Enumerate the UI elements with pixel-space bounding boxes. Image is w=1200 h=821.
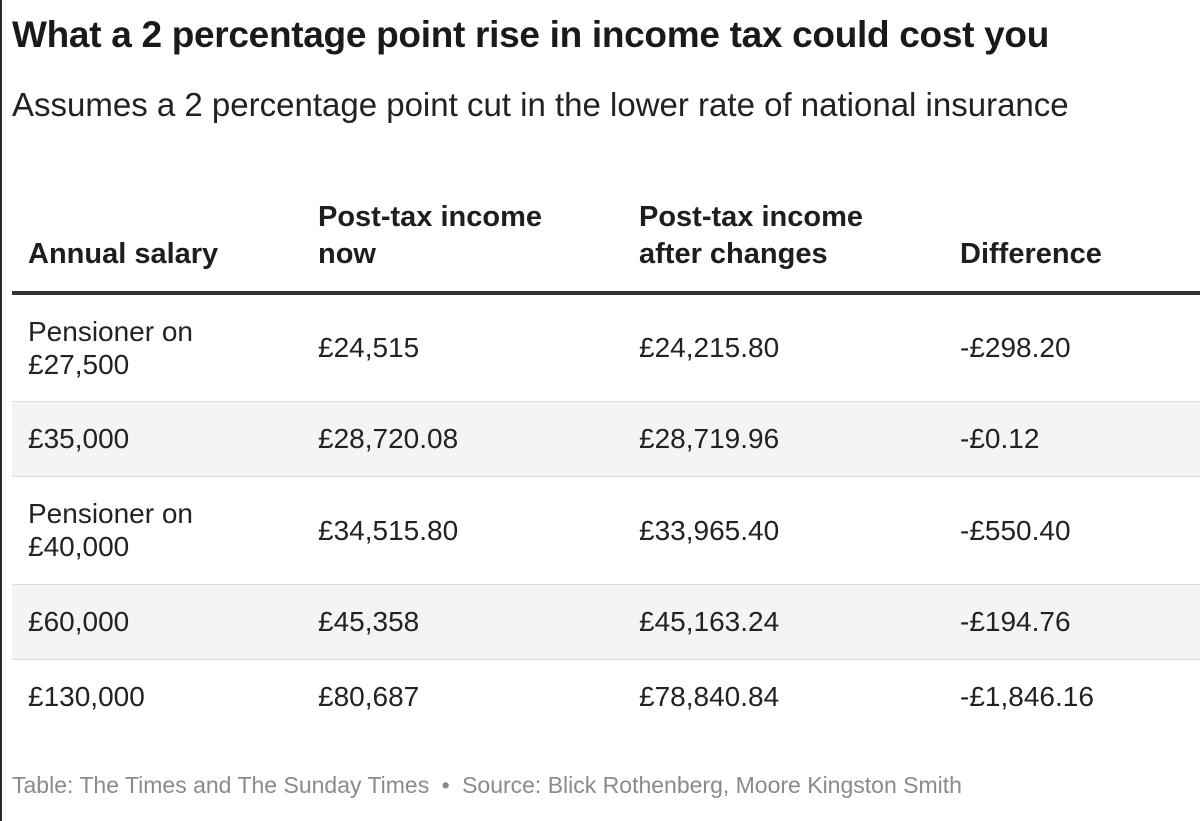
cell-difference: -£298.20 [944,293,1200,402]
cell-annual-salary: £60,000 [12,584,302,660]
table-row: £60,000 £45,358 £45,163.24 -£194.76 [12,584,1200,660]
chart-footer: Table: The Times and The Sunday Times • … [12,772,962,799]
cell-annual-salary: Pensioner on £40,000 [12,476,302,585]
footer-separator: • [441,772,450,798]
cell-post-tax-now: £24,515 [302,293,623,402]
cell-difference: -£550.40 [944,476,1200,585]
column-header-post-tax-after: Post-tax income after changes [623,190,944,295]
cell-difference: -£0.12 [944,401,1200,477]
data-table-container: Annual salary Post-tax income now Post-t… [12,190,1200,734]
column-header-annual-salary: Annual salary [12,190,302,295]
table-row: £130,000 £80,687 £78,840.84 -£1,846.16 [12,659,1200,734]
cell-post-tax-now: £45,358 [302,584,623,660]
cell-annual-salary: £35,000 [12,401,302,477]
table-row: Pensioner on £27,500 £24,515 £24,215.80 … [12,293,1200,402]
column-header-post-tax-now: Post-tax income now [302,190,623,295]
cell-post-tax-after: £28,719.96 [623,401,944,477]
left-border-rule [0,0,2,821]
table-row: £35,000 £28,720.08 £28,719.96 -£0.12 [12,401,1200,477]
cell-annual-salary: Pensioner on £27,500 [12,293,302,402]
cell-post-tax-after: £78,840.84 [639,681,780,713]
cell-post-tax-now: £34,515.80 [302,476,623,585]
table-body: Pensioner on £27,500 £24,515 £24,215.80 … [12,293,1200,734]
table-row: Pensioner on £40,000 £34,515.80 £33,965.… [12,476,1200,585]
source-credit: Source: Blick Rothenberg, Moore Kingston… [462,772,962,798]
table-credit: Table: The Times and The Sunday Times [12,772,430,798]
cell-post-tax-after: £24,215.80 [623,293,944,402]
header-row: Annual salary Post-tax income now Post-t… [12,190,1200,295]
cell-post-tax-now: £80,687 [318,681,420,713]
cell-annual-salary: £130,000 [28,681,145,713]
cell-post-tax-after: £33,965.40 [623,476,944,585]
column-header-difference: Difference [944,190,1200,295]
cell-post-tax-after: £45,163.24 [623,584,944,660]
cell-difference: -£194.76 [944,584,1200,660]
table-header: Annual salary Post-tax income now Post-t… [12,190,1200,295]
cell-difference: -£1,846.16 [960,681,1094,713]
chart-subtitle: Assumes a 2 percentage point cut in the … [12,86,1069,123]
data-table: Annual salary Post-tax income now Post-t… [12,190,1200,734]
cell-post-tax-now: £28,720.08 [302,401,623,477]
chart-title: What a 2 percentage point rise in income… [12,14,1050,55]
